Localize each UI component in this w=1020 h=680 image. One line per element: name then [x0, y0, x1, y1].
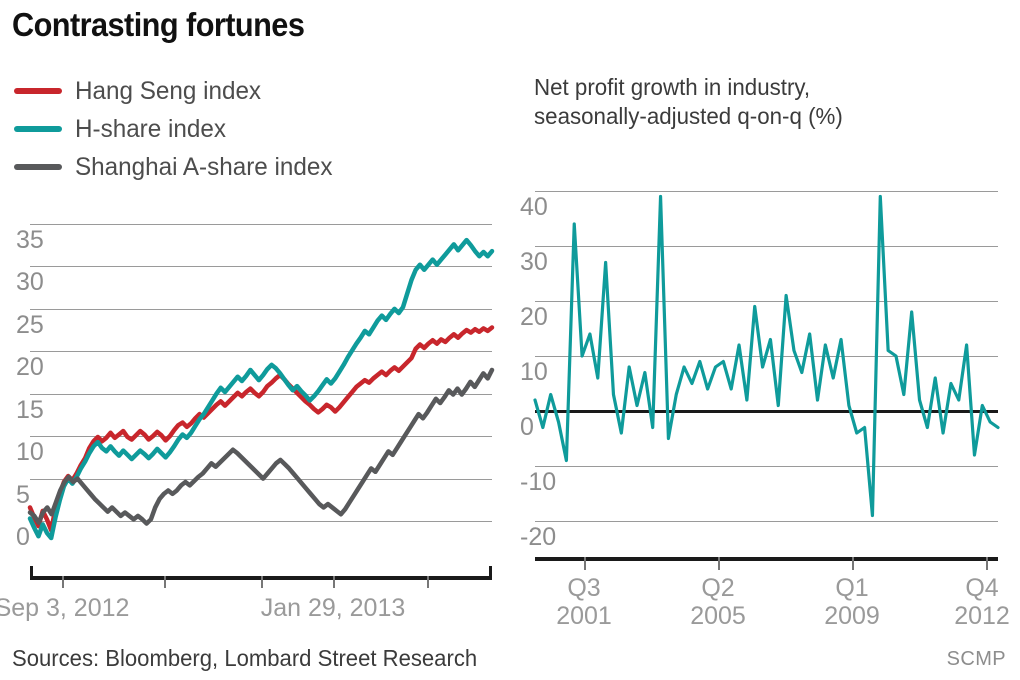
legend-item-label: H-share index	[75, 114, 226, 143]
gridline	[30, 351, 492, 352]
gridline	[30, 266, 492, 267]
series-line	[27, 237, 495, 541]
series-layer	[27, 237, 495, 541]
right-chart-title: Net profit growth in industry, seasonally…	[534, 73, 990, 132]
gridline	[535, 466, 998, 467]
sources-note: Sources: Bloomberg, Lombard Street Resea…	[12, 645, 478, 671]
gridline	[30, 224, 492, 225]
y-axis-tick-label: 5	[16, 481, 30, 509]
x-axis-tick-label: Q2 2005	[690, 574, 746, 630]
x-axis-tick	[333, 576, 335, 588]
y-axis-tick-label: -10	[520, 468, 557, 496]
legend-item-label: Shanghai A-share index	[75, 152, 333, 181]
axis-end-cap	[30, 566, 33, 580]
y-axis-tick-label: 0	[16, 523, 30, 551]
x-axis-tick-label: Sep 3, 2012	[0, 594, 130, 622]
chart-net-profit-growth: -20 -10 0 10 20 30 40 Q3 2001 Q2 2005 Q1 2009 Q4 2012	[510, 155, 1020, 629]
legend-item-label: Hang Seng index	[75, 76, 262, 105]
line-swatch-icon	[14, 88, 62, 94]
x-axis-tick-label: Q4 2012	[954, 574, 1010, 630]
axis-end-cap	[995, 557, 998, 561]
series-line	[27, 325, 495, 533]
x-axis-minor-tick	[427, 576, 429, 588]
x-axis-tick-label: Jan 29, 2013	[260, 594, 406, 622]
y-axis-tick-label: 30	[16, 268, 44, 296]
x-axis-tick	[62, 576, 64, 588]
x-axis-tick-label: Q3 2001	[556, 574, 612, 630]
gridline	[535, 301, 998, 302]
gridline	[30, 521, 492, 522]
credit-label: SCMP	[946, 648, 1006, 670]
axis-end-cap	[489, 566, 492, 580]
y-axis-tick-label: 30	[520, 248, 548, 276]
y-axis-tick-label: 35	[16, 226, 44, 254]
y-axis-tick-label: -20	[520, 523, 557, 551]
y-axis-tick-label: 15	[16, 396, 44, 424]
x-axis-tick	[718, 557, 720, 570]
y-axis-tick-label: 20	[16, 353, 44, 381]
y-axis-tick-label: 25	[16, 311, 44, 339]
legend-item: Hang Seng index	[14, 72, 340, 110]
gridline	[30, 309, 492, 310]
chart-legend: Hang Seng index H-share index Shanghai A-s…	[14, 72, 340, 186]
right-chart-title-line-2: seasonally-adjusted q-on-q (%)	[534, 103, 843, 130]
legend-item: Shanghai A-share index	[14, 148, 340, 186]
x-axis-line	[535, 557, 998, 561]
x-axis-tick	[584, 557, 586, 570]
line-swatch-icon	[14, 164, 62, 170]
y-axis-tick-label: 10	[520, 358, 548, 386]
zero-line	[535, 410, 998, 413]
gridline	[30, 436, 492, 437]
chart-indices: 0 5 10 15 20 25 30 35 Sep 3, 2012 Jan 29, 2013	[0, 185, 510, 625]
x-axis-tick-label: Q1 2009	[824, 574, 880, 630]
y-axis-tick-label: 40	[520, 193, 548, 221]
series-line	[27, 367, 495, 526]
line-swatch-icon	[14, 126, 62, 132]
axis-end-cap	[535, 557, 538, 561]
x-axis-tick	[986, 557, 988, 570]
gridline	[535, 246, 998, 247]
x-axis-minor-tick	[164, 576, 166, 588]
page-title: Contrasting fortunes	[12, 6, 305, 43]
series-line	[533, 194, 1000, 518]
right-chart-title-line-1: Net profit growth in industry,	[534, 74, 811, 100]
x-axis-tick	[852, 557, 854, 570]
y-axis-tick-label: 0	[520, 413, 534, 441]
series-layer	[533, 194, 1000, 518]
y-axis-tick-label: 20	[520, 303, 548, 331]
gridline	[535, 191, 998, 192]
x-axis-minor-tick	[261, 576, 263, 588]
gridline	[535, 521, 998, 522]
y-axis-tick-label: 10	[16, 438, 44, 466]
legend-item: H-share index	[14, 110, 340, 148]
